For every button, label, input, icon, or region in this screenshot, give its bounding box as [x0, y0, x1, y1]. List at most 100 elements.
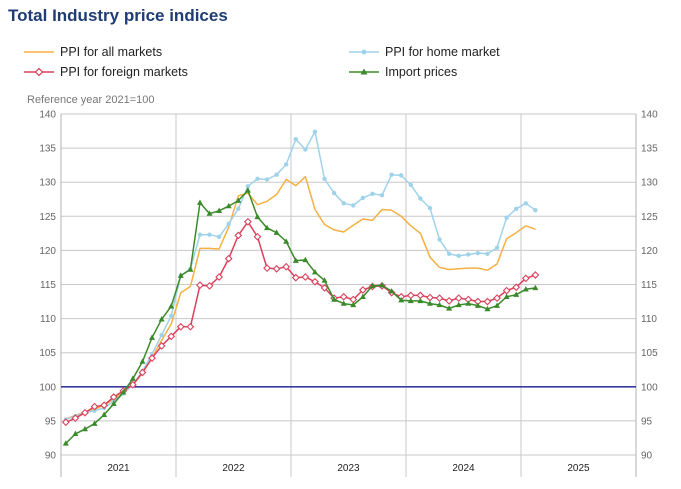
point-ppi_home-46: [504, 215, 509, 220]
legend-item-ppi-all[interactable]: PPI for all markets: [24, 45, 162, 59]
point-ppi_foreign-19: [243, 217, 252, 226]
point-import-25: [302, 256, 309, 263]
point-ppi_foreign-37: [416, 291, 425, 300]
point-ppi_foreign-16: [215, 273, 224, 281]
point-ppi_home-10: [159, 332, 164, 338]
point-ppi_home-26: [312, 129, 318, 134]
point-import-11: [168, 303, 175, 309]
y-tick-right-95: 95: [641, 416, 653, 427]
series-line-ppi_all: [65, 175, 536, 420]
point-ppi_home-21: [264, 177, 270, 182]
point-ppi_home-22: [274, 172, 279, 177]
point-import-27: [321, 277, 328, 283]
series-line-import: [65, 189, 536, 444]
point-import-39: [436, 301, 443, 308]
x-tick-2024: 2024: [452, 463, 475, 474]
point-import-2: [81, 425, 88, 432]
y-tick-left-115: 115: [40, 280, 56, 291]
point-ppi_foreign-17: [224, 254, 233, 263]
point-ppi_home-14: [197, 232, 203, 237]
y-tick-right-135: 135: [641, 144, 658, 155]
point-ppi_foreign-13: [186, 322, 195, 331]
y-tick-left-130: 130: [39, 178, 56, 189]
point-ppi_foreign-3: [90, 402, 99, 411]
legend-item-import[interactable]: Import prices: [349, 65, 457, 79]
y-tick-right-125: 125: [641, 212, 658, 223]
point-import-34: [388, 288, 395, 294]
point-import-15: [206, 210, 213, 216]
point-import-4: [101, 411, 108, 417]
y-tick-left-90: 90: [45, 451, 57, 462]
y-tick-right-140: 140: [641, 110, 658, 121]
point-ppi_foreign-11: [167, 332, 176, 341]
point-ppi_foreign-36: [406, 291, 415, 300]
point-import-45: [494, 302, 501, 308]
legend-item-ppi-home[interactable]: PPI for home market: [349, 45, 500, 59]
point-import-28: [331, 296, 338, 302]
y-tick-left-105: 105: [39, 348, 56, 359]
y-tick-right-130: 130: [641, 178, 658, 189]
point-import-19: [244, 187, 251, 193]
point-import-29: [340, 300, 347, 306]
point-ppi_home-41: [456, 253, 461, 259]
point-ppi_home-17: [226, 221, 231, 227]
y-tick-right-110: 110: [641, 314, 657, 325]
point-ppi_foreign-5: [109, 393, 118, 401]
point-import-16: [216, 207, 223, 214]
x-tick-2025: 2025: [567, 463, 590, 474]
point-ppi_foreign-48: [521, 274, 530, 283]
legend-swatch-import: [349, 68, 379, 75]
y-tick-left-140: 140: [39, 110, 56, 121]
point-import-30: [350, 301, 357, 308]
point-ppi_home-38: [427, 205, 433, 211]
legend-item-ppi-foreign[interactable]: PPI for foreign markets: [24, 65, 188, 79]
point-import-24: [292, 257, 299, 263]
point-ppi_home-48: [523, 201, 528, 206]
y-tick-left-135: 135: [39, 144, 56, 155]
y-tick-right-115: 115: [641, 280, 657, 291]
point-ppi_foreign-38: [426, 293, 434, 302]
point-ppi_foreign-42: [464, 295, 473, 304]
x-tick-2021: 2021: [107, 463, 130, 474]
point-ppi_home-19: [245, 184, 251, 189]
point-import-44: [484, 305, 491, 312]
point-ppi_foreign-31: [358, 286, 367, 294]
point-import-14: [196, 199, 203, 205]
y-tick-left-110: 110: [40, 314, 56, 325]
point-import-21: [264, 224, 271, 231]
legend-swatch-ppi-all: [24, 51, 54, 53]
point-ppi_foreign-26: [311, 277, 319, 286]
point-ppi_home-15: [207, 232, 212, 237]
series-line-ppi_foreign: [65, 221, 536, 423]
x-tick-2022: 2022: [222, 463, 245, 474]
point-ppi_foreign-24: [291, 273, 300, 282]
point-ppi_home-49: [533, 207, 538, 213]
point-ppi_home-11: [169, 313, 174, 319]
point-import-41: [455, 301, 462, 308]
y-tick-left-120: 120: [39, 246, 56, 257]
point-ppi_home-44: [485, 251, 490, 257]
point-ppi_foreign-10: [157, 341, 166, 350]
point-import-42: [465, 300, 472, 306]
point-import-6: [120, 389, 127, 395]
point-ppi_home-9: [149, 351, 155, 357]
point-ppi_foreign-22: [272, 264, 281, 273]
legend-label-ppi-home: PPI for home market: [385, 45, 500, 59]
y-tick-left-95: 95: [45, 416, 57, 427]
point-ppi_foreign-8: [138, 368, 147, 377]
point-ppi_home-36: [408, 182, 413, 188]
point-ppi_home-43: [475, 250, 481, 256]
point-ppi_foreign-43: [473, 297, 482, 306]
point-import-26: [311, 269, 318, 275]
point-import-23: [283, 238, 290, 244]
point-import-8: [139, 358, 146, 364]
point-ppi_foreign-9: [148, 354, 156, 363]
point-ppi_home-47: [514, 206, 519, 211]
point-ppi_foreign-46: [502, 286, 511, 295]
point-ppi_foreign-45: [493, 294, 501, 303]
point-ppi_home-32: [370, 191, 375, 196]
point-import-18: [235, 197, 242, 203]
point-ppi_home-20: [255, 176, 260, 181]
point-ppi_home-45: [494, 245, 500, 250]
point-ppi_foreign-49: [531, 271, 540, 279]
